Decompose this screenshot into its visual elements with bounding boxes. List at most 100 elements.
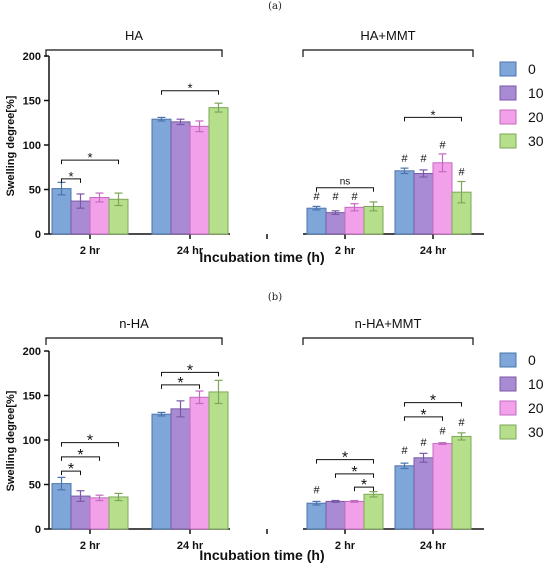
significance-bracket — [316, 187, 374, 192]
bar — [189, 396, 210, 530]
hash-marker: # — [401, 445, 408, 457]
hash-marker: # — [439, 140, 446, 152]
hash-marker: # — [351, 191, 358, 203]
group-bracket — [302, 49, 474, 57]
significance-label: * — [187, 362, 193, 379]
bar — [170, 408, 191, 530]
legend-swatch — [499, 109, 517, 125]
legend-label: 10 — [528, 85, 544, 101]
group-bracket — [302, 337, 474, 345]
bar — [413, 457, 434, 530]
bar — [325, 212, 346, 235]
bar — [208, 107, 229, 235]
y-tick-label: 50 — [29, 480, 41, 492]
x-tick-label: 24 hr — [420, 245, 447, 257]
x-tick-label: 2 hr — [80, 540, 101, 552]
bar — [363, 493, 384, 530]
y-tick-label: 100 — [23, 140, 41, 152]
legend-swatch — [499, 400, 517, 416]
significance-bracket — [161, 90, 219, 95]
y-tick-label: 150 — [23, 96, 41, 108]
significance-bracket — [61, 456, 100, 461]
significance-bracket — [161, 384, 200, 389]
bar — [394, 465, 415, 530]
bar — [325, 500, 346, 530]
hash-marker: # — [332, 191, 339, 203]
y-tick-label: 50 — [29, 185, 41, 197]
x-tick-label: 2 hr — [335, 540, 356, 552]
significance-label: * — [361, 477, 367, 494]
bar — [170, 121, 191, 235]
bar — [151, 118, 172, 235]
bar — [189, 125, 210, 235]
group-label: HA+MMT — [360, 28, 415, 43]
legend-swatch — [499, 61, 517, 77]
hash-marker: # — [313, 484, 320, 496]
significance-bracket — [61, 178, 81, 183]
x-tick-label: 24 hr — [177, 540, 204, 552]
legend-swatch — [499, 133, 517, 149]
group-bracket — [45, 337, 223, 345]
legend-label: 0 — [528, 61, 536, 77]
significance-label: * — [430, 393, 436, 410]
significance-bracket — [316, 459, 374, 464]
significance-label: * — [87, 433, 93, 450]
x-axis-title: Incubation time (h) — [199, 249, 324, 265]
bar — [89, 497, 110, 530]
legend-swatch — [499, 352, 517, 368]
x-tick-label: 24 hr — [177, 245, 204, 257]
bar — [208, 391, 229, 530]
significance-bracket — [404, 402, 462, 407]
legend-label: 20 — [528, 400, 544, 416]
legend-label: 30 — [528, 133, 544, 149]
y-tick-label: 0 — [35, 229, 41, 241]
significance-label: * — [68, 169, 73, 184]
x-tick-label: 2 hr — [80, 245, 101, 257]
group-label: HA — [125, 28, 143, 43]
significance-label: * — [342, 450, 348, 467]
x-tick-label: 2 hr — [335, 245, 356, 257]
significance-bracket — [61, 159, 119, 165]
significance-bracket — [404, 416, 443, 421]
y-tick-label: 200 — [23, 51, 41, 63]
y-tick-label: 100 — [23, 435, 41, 447]
significance-label: * — [177, 375, 183, 392]
hash-marker: # — [420, 437, 427, 449]
legend-label: 0 — [528, 352, 536, 368]
legend-swatch — [499, 376, 517, 392]
bar — [413, 172, 434, 235]
legend-label: 20 — [528, 109, 544, 125]
bar — [344, 500, 365, 530]
significance-bracket — [61, 470, 81, 476]
bar — [394, 170, 415, 235]
hash-marker: # — [458, 417, 465, 429]
x-tick-label: 24 hr — [420, 540, 447, 552]
legend-label: 10 — [528, 376, 544, 392]
y-tick-label: 200 — [23, 346, 41, 358]
x-axis-title: Incubation time (h) — [199, 547, 324, 563]
significance-label: ns — [340, 177, 351, 188]
y-axis-title: Swelling degree[%] — [5, 390, 17, 491]
bar — [432, 162, 453, 235]
legend-label: 30 — [528, 424, 544, 440]
panel-label: (b) — [268, 292, 282, 303]
significance-label: * — [87, 150, 92, 165]
significance-label: * — [77, 447, 83, 464]
significance-label: * — [430, 107, 435, 122]
bar — [151, 413, 172, 530]
group-bracket — [45, 49, 223, 57]
significance-bracket — [354, 486, 374, 492]
significance-bracket — [61, 442, 119, 447]
hash-marker: # — [420, 153, 427, 165]
bar — [306, 207, 327, 235]
y-tick-label: 150 — [23, 391, 41, 403]
bar — [89, 197, 110, 235]
significance-label: * — [420, 407, 426, 424]
legend-swatch — [499, 85, 517, 101]
significance-bracket — [161, 371, 219, 377]
y-axis-title: Swelling degree[%] — [5, 95, 17, 196]
significance-label: * — [187, 81, 192, 96]
